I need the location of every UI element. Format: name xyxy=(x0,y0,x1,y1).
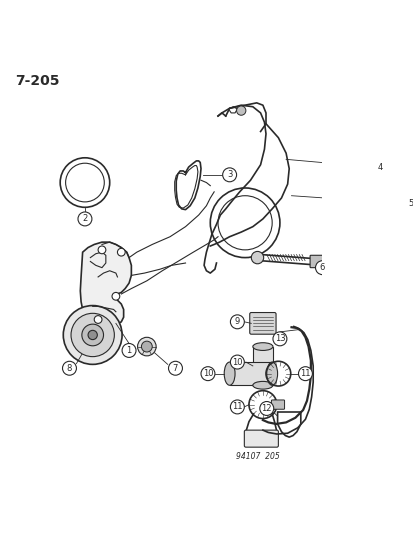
Circle shape xyxy=(88,330,97,340)
Circle shape xyxy=(201,367,214,381)
Text: 9: 9 xyxy=(234,317,240,326)
Text: 6: 6 xyxy=(319,263,324,272)
Text: 1: 1 xyxy=(126,346,131,355)
Circle shape xyxy=(236,106,245,115)
Text: 5: 5 xyxy=(408,199,413,208)
Text: 2: 2 xyxy=(82,214,88,223)
Circle shape xyxy=(94,316,102,324)
Text: 3: 3 xyxy=(226,171,232,179)
Polygon shape xyxy=(80,242,131,327)
Ellipse shape xyxy=(224,362,235,385)
Circle shape xyxy=(62,361,76,375)
Circle shape xyxy=(122,343,136,358)
Ellipse shape xyxy=(252,343,272,350)
FancyBboxPatch shape xyxy=(309,255,323,268)
Ellipse shape xyxy=(252,382,272,389)
Text: 4: 4 xyxy=(377,163,382,172)
Ellipse shape xyxy=(266,362,277,385)
Text: 11: 11 xyxy=(232,402,242,411)
FancyBboxPatch shape xyxy=(244,430,278,447)
Circle shape xyxy=(112,293,119,300)
FancyBboxPatch shape xyxy=(249,312,275,334)
Text: 94107  205: 94107 205 xyxy=(235,452,279,461)
Text: 13: 13 xyxy=(274,334,285,343)
Text: 7-205: 7-205 xyxy=(15,74,59,88)
Circle shape xyxy=(137,337,156,356)
Circle shape xyxy=(259,401,273,415)
Text: 10: 10 xyxy=(232,358,242,367)
Circle shape xyxy=(251,252,263,264)
Text: 8: 8 xyxy=(66,364,72,373)
Circle shape xyxy=(71,313,114,357)
Circle shape xyxy=(98,246,106,254)
Bar xyxy=(229,362,271,385)
Bar xyxy=(252,346,272,385)
Circle shape xyxy=(141,341,152,352)
Circle shape xyxy=(272,332,286,346)
Circle shape xyxy=(298,367,312,381)
FancyBboxPatch shape xyxy=(271,400,284,409)
Circle shape xyxy=(230,400,244,414)
Circle shape xyxy=(373,160,387,174)
Circle shape xyxy=(168,361,182,375)
Circle shape xyxy=(63,305,122,365)
Circle shape xyxy=(404,197,413,211)
Circle shape xyxy=(230,355,244,369)
Circle shape xyxy=(117,248,125,256)
Circle shape xyxy=(230,315,244,329)
Circle shape xyxy=(82,324,103,346)
Text: 12: 12 xyxy=(261,404,271,413)
Text: 7: 7 xyxy=(172,364,178,373)
Circle shape xyxy=(315,261,329,274)
Circle shape xyxy=(222,168,236,182)
Text: 10: 10 xyxy=(202,369,213,378)
Text: 11: 11 xyxy=(299,369,310,378)
Circle shape xyxy=(78,212,92,226)
